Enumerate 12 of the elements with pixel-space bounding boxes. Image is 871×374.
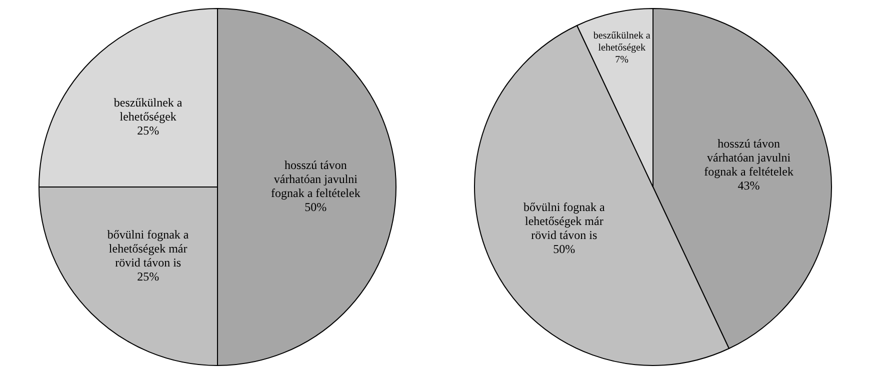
data-label: 25% <box>137 270 160 284</box>
data-label: 50% <box>304 200 327 214</box>
data-label: 25% <box>137 124 160 138</box>
slice-label: beszűkülnek a lehetőségek <box>593 30 651 54</box>
data-label: 50% <box>553 242 576 256</box>
slice-label: bővülni fognak a lehetőségek már rövid távon is <box>107 228 190 270</box>
slice-label: beszűkülnek a lehetőségek <box>114 96 183 124</box>
slice-label: hosszú távon várhatóan javulni fognak a feltételek <box>704 136 794 179</box>
data-label: 7% <box>615 54 629 66</box>
slice-label: bővülni fognak a lehetőségek már rövid távon is <box>524 200 606 242</box>
slice-label: hosszú távon várhatóan javulni fognak a feltételek <box>271 158 360 200</box>
data-label: 43% <box>738 178 760 193</box>
